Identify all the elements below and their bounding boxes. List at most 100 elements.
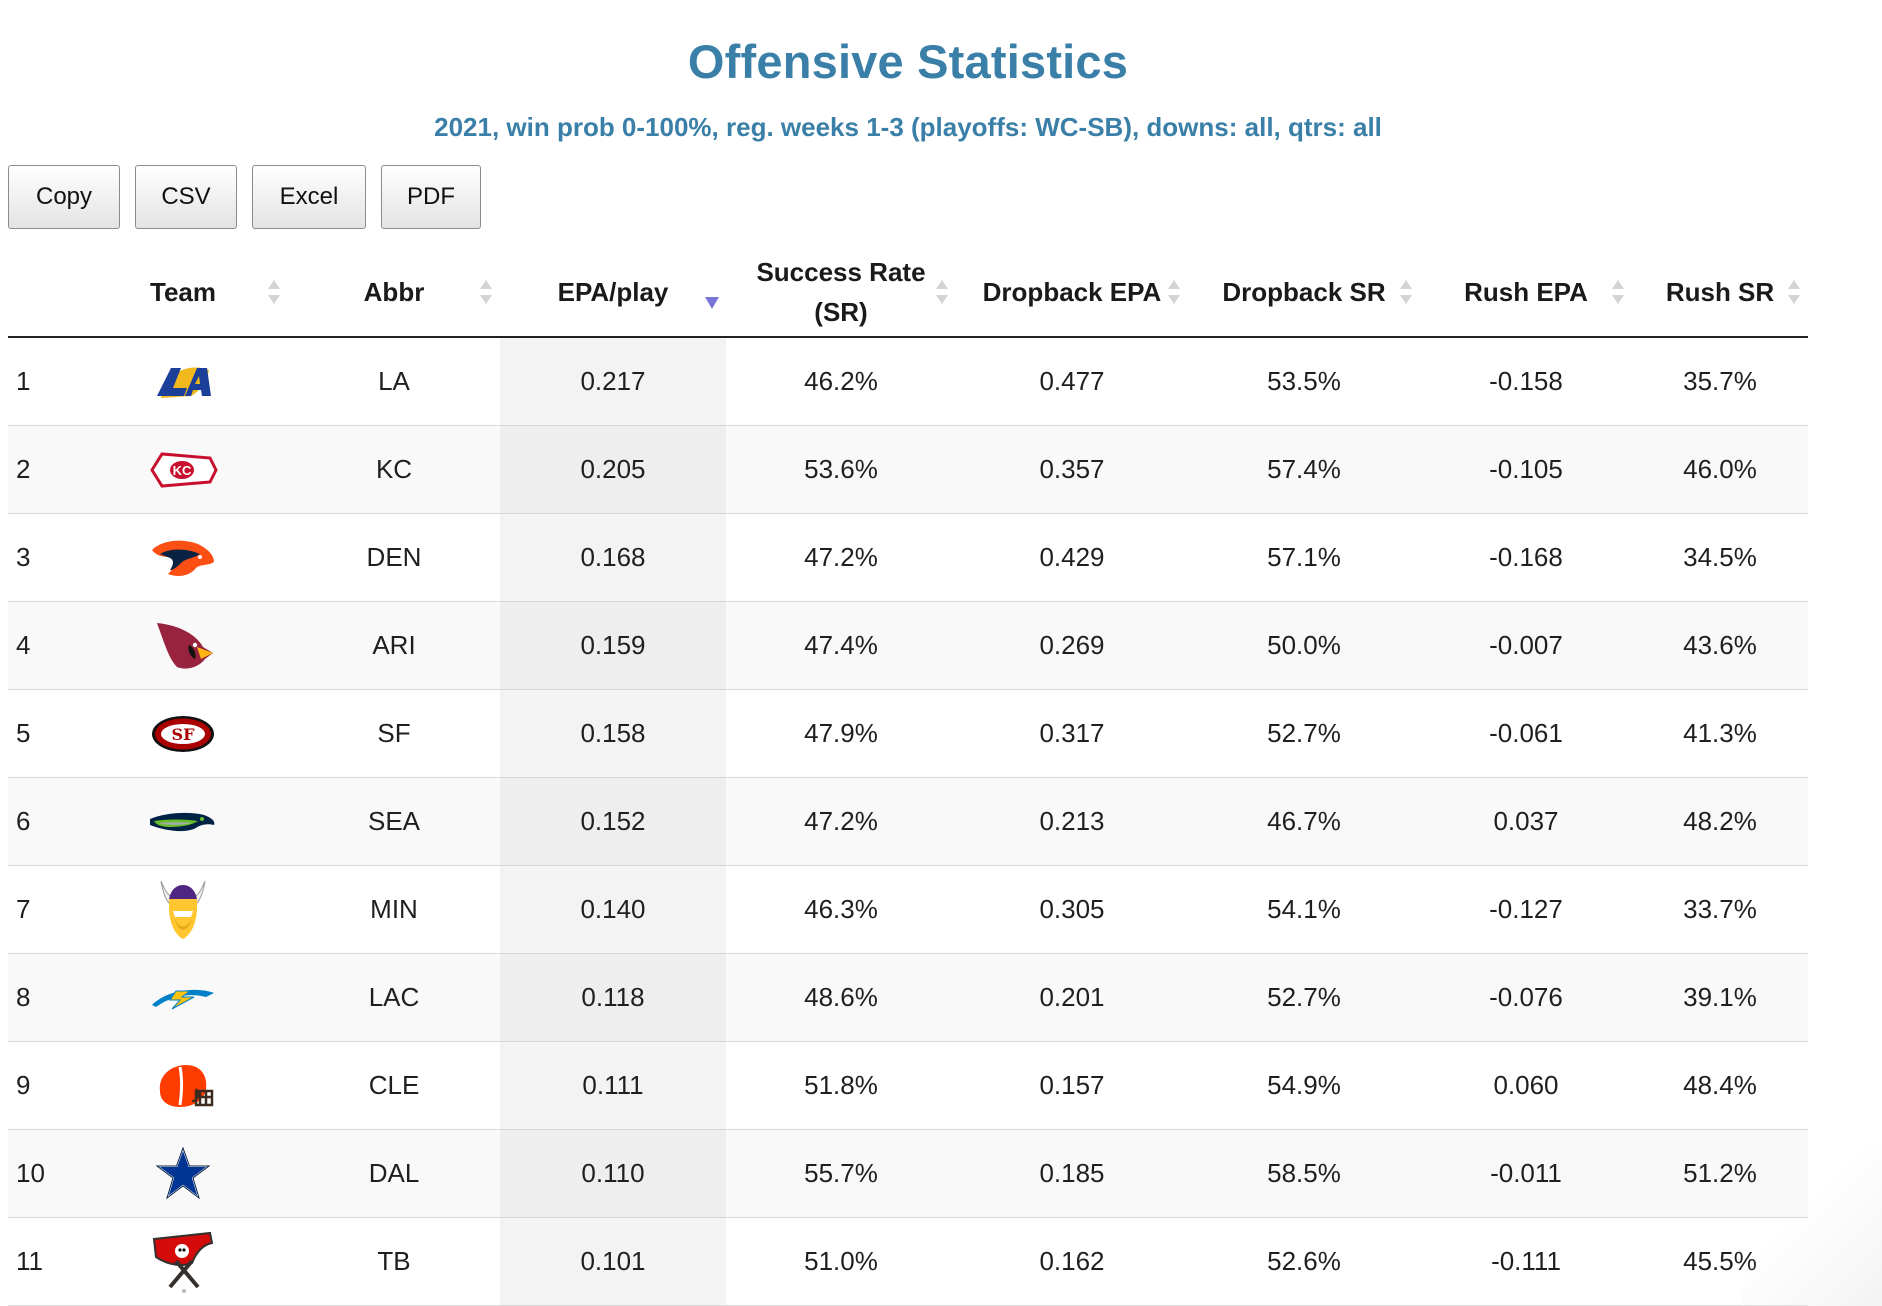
rush-sr-cell: 33.7% <box>1632 865 1808 954</box>
rush-epa-cell: 0.037 <box>1420 777 1632 866</box>
header-row: Team Abbr EPA/play Success Rate (SR) Dro… <box>8 248 1808 338</box>
rush-epa-cell: -0.061 <box>1420 689 1632 778</box>
rank-cell: 7 <box>8 865 78 954</box>
success-rate-cell: 46.3% <box>726 865 956 954</box>
excel-button[interactable]: Excel <box>252 165 366 229</box>
cardinals-logo <box>78 601 288 690</box>
team-header-label: Team <box>150 277 216 307</box>
table-row: 10 DAL 0.110 55.7% 0.185 58.5% -0.011 51.2% <box>8 1129 1808 1218</box>
rush-epa-header[interactable]: Rush EPA <box>1420 248 1632 338</box>
rush-epa-cell: 0.060 <box>1420 1041 1632 1130</box>
sort-both-icon[interactable] <box>266 277 282 307</box>
rank-cell: 9 <box>8 1041 78 1130</box>
rush-sr-header[interactable]: Rush SR <box>1632 248 1808 338</box>
export-buttons: Copy CSV Excel PDF <box>8 165 481 229</box>
rank-cell: 3 <box>8 513 78 602</box>
rush-epa-cell: -0.158 <box>1420 337 1632 426</box>
sort-desc-icon[interactable] <box>704 283 720 313</box>
dropback-epa-cell: 0.185 <box>956 1129 1188 1218</box>
dropback-sr-cell: 54.1% <box>1188 865 1420 954</box>
rush-epa-cell: -0.127 <box>1420 865 1632 954</box>
epa-play-cell: 0.152 <box>500 777 726 866</box>
seahawks-logo <box>78 777 288 866</box>
dropback-epa-cell: 0.201 <box>956 953 1188 1042</box>
dropback-epa-cell: 0.477 <box>956 337 1188 426</box>
offensive-stats-table: Team Abbr EPA/play Success Rate (SR) Dro… <box>8 248 1808 1306</box>
team-header[interactable]: Team <box>78 248 288 338</box>
abbr-header-label: Abbr <box>363 277 425 307</box>
table-row: 6 SEA 0.152 47.2% 0.213 46.7% 0.037 48.2% <box>8 777 1808 866</box>
success-rate-cell: 55.7% <box>726 1129 956 1218</box>
dropback-sr-cell: 57.1% <box>1188 513 1420 602</box>
browns-logo <box>78 1041 288 1130</box>
copy-button[interactable]: Copy <box>8 165 120 229</box>
rush-sr-cell: 39.1% <box>1632 953 1808 1042</box>
dropback-epa-cell: 0.305 <box>956 865 1188 954</box>
sort-both-icon[interactable] <box>1166 277 1182 307</box>
rank-cell: 8 <box>8 953 78 1042</box>
vikings-logo <box>78 865 288 954</box>
epa-play-cell: 0.118 <box>500 953 726 1042</box>
table-row: 3 DEN 0.168 47.2% 0.429 57.1% -0.168 34.5% <box>8 513 1808 602</box>
table-row: 9 CLE 0.111 51.8% 0.157 54.9% 0.060 48.4% <box>8 1041 1808 1130</box>
abbr-cell: KC <box>288 425 500 514</box>
abbr-header[interactable]: Abbr <box>288 248 500 338</box>
sort-both-icon[interactable] <box>1786 277 1802 307</box>
sort-both-icon[interactable] <box>934 277 950 307</box>
broncos-logo <box>78 513 288 602</box>
table-row: 4 ARI 0.159 47.4% 0.269 50.0% -0.007 43.6% <box>8 601 1808 690</box>
rush-epa-cell: -0.011 <box>1420 1129 1632 1218</box>
rams-logo <box>78 337 288 426</box>
epa-play-cell: 0.101 <box>500 1217 726 1306</box>
rush-sr-cell: 51.2% <box>1632 1129 1808 1218</box>
dropback-epa-cell: 0.269 <box>956 601 1188 690</box>
table-body: 1 LA 0.217 46.2% 0.477 53.5% -0.158 35.7% 2 KC … <box>8 337 1808 1306</box>
rank-cell: 1 <box>8 337 78 426</box>
rush-sr-cell: 43.6% <box>1632 601 1808 690</box>
epa-play-cell: 0.140 <box>500 865 726 954</box>
rush-epa-header-label: Rush EPA <box>1464 277 1588 307</box>
abbr-cell: CLE <box>288 1041 500 1130</box>
sort-both-icon[interactable] <box>478 277 494 307</box>
table-row: 8 LAC 0.118 48.6% 0.201 52.7% -0.076 39.1% <box>8 953 1808 1042</box>
dropback-epa-header[interactable]: Dropback EPA <box>956 248 1188 338</box>
abbr-cell: LAC <box>288 953 500 1042</box>
epa-play-header[interactable]: EPA/play <box>500 248 726 338</box>
table-row: 2 KC KC 0.205 53.6% 0.357 57.4% -0.105 46.0% <box>8 425 1808 514</box>
rush-sr-cell: 48.2% <box>1632 777 1808 866</box>
rush-epa-cell: -0.076 <box>1420 953 1632 1042</box>
rush-sr-cell: 41.3% <box>1632 689 1808 778</box>
sort-both-icon[interactable] <box>1610 277 1626 307</box>
epa-play-cell: 0.158 <box>500 689 726 778</box>
49ers-logo: SF <box>78 689 288 778</box>
page-subtitle: 2021, win prob 0-100%, reg. weeks 1-3 (p… <box>434 112 1382 142</box>
success-rate-header-label: Success Rate (SR) <box>756 257 926 327</box>
success-rate-cell: 51.8% <box>726 1041 956 1130</box>
epa-play-cell: 0.168 <box>500 513 726 602</box>
rush-epa-cell: -0.105 <box>1420 425 1632 514</box>
abbr-cell: SF <box>288 689 500 778</box>
dropback-sr-header[interactable]: Dropback SR <box>1188 248 1420 338</box>
dropback-epa-cell: 0.317 <box>956 689 1188 778</box>
success-rate-cell: 47.4% <box>726 601 956 690</box>
pdf-button[interactable]: PDF <box>381 165 481 229</box>
rank-header <box>8 248 78 338</box>
sort-both-icon[interactable] <box>1398 277 1414 307</box>
dropback-epa-cell: 0.157 <box>956 1041 1188 1130</box>
dropback-epa-cell: 0.429 <box>956 513 1188 602</box>
dropback-sr-cell: 53.5% <box>1188 337 1420 426</box>
success-rate-cell: 53.6% <box>726 425 956 514</box>
dropback-sr-cell: 46.7% <box>1188 777 1420 866</box>
rank-cell: 4 <box>8 601 78 690</box>
dropback-sr-cell: 52.7% <box>1188 689 1420 778</box>
csv-button[interactable]: CSV <box>135 165 237 229</box>
success-rate-header[interactable]: Success Rate (SR) <box>726 248 956 338</box>
success-rate-cell: 47.2% <box>726 513 956 602</box>
success-rate-cell: 47.9% <box>726 689 956 778</box>
success-rate-cell: 47.2% <box>726 777 956 866</box>
rush-sr-header-label: Rush SR <box>1665 277 1775 307</box>
dropback-sr-header-label: Dropback SR <box>1222 277 1386 307</box>
dropback-sr-cell: 52.7% <box>1188 953 1420 1042</box>
dropback-epa-cell: 0.162 <box>956 1217 1188 1306</box>
rush-sr-cell: 45.5% <box>1632 1217 1808 1306</box>
